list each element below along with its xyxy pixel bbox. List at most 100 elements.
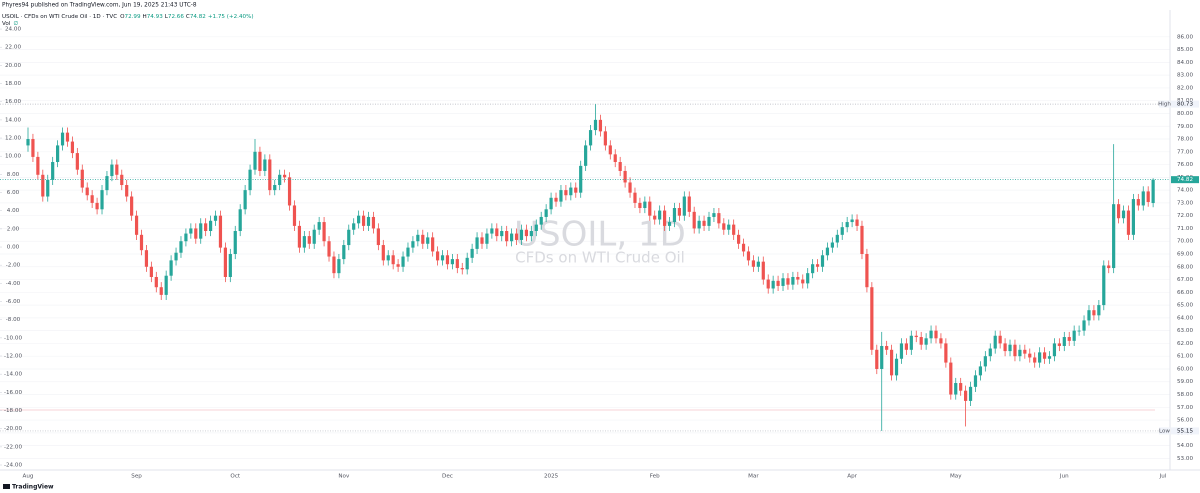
last-tag-box bbox=[1171, 176, 1199, 184]
candle-body bbox=[184, 233, 188, 242]
y2-tick-label: 24.00 bbox=[5, 27, 21, 33]
candle-body bbox=[85, 187, 89, 196]
high-tag-bg bbox=[1159, 100, 1170, 108]
candle-body bbox=[702, 220, 706, 226]
candle-body bbox=[534, 224, 538, 232]
candle-body bbox=[1042, 352, 1047, 359]
y-tick-label: 84.00 bbox=[1177, 60, 1193, 66]
y2-tick-label: -18.00 bbox=[4, 408, 22, 414]
candle-body bbox=[243, 190, 247, 210]
candle-body bbox=[218, 215, 223, 248]
candle-body bbox=[302, 236, 306, 248]
y-tick-label: 74.00 bbox=[1177, 188, 1193, 194]
y-tick-label: 53.00 bbox=[1177, 456, 1193, 462]
candle-body bbox=[732, 224, 736, 235]
candle-body bbox=[371, 216, 376, 229]
x-tick-label: Jun bbox=[1059, 474, 1069, 480]
y2-tick-label: -12.00 bbox=[4, 354, 22, 360]
candle-body bbox=[1092, 310, 1096, 316]
candle-body bbox=[505, 231, 509, 242]
candle-body bbox=[90, 195, 94, 203]
candle-body bbox=[450, 259, 454, 265]
x-tick-label: Apr bbox=[847, 474, 857, 480]
y-tick-label: 69.00 bbox=[1177, 251, 1193, 257]
candle-body bbox=[776, 280, 780, 286]
candle-body bbox=[75, 153, 79, 170]
y-tick-label: 66.00 bbox=[1177, 290, 1193, 296]
y2-tick-label: 6.00 bbox=[7, 190, 20, 196]
candle-body bbox=[154, 276, 158, 288]
candle-body bbox=[431, 237, 435, 252]
candle-body bbox=[771, 280, 775, 289]
candle-body bbox=[194, 228, 198, 239]
grid bbox=[0, 36, 1170, 459]
candle-body bbox=[588, 130, 593, 146]
legend: USOIL · CFDs on WTI Crude Oil · 1D · TVC… bbox=[2, 14, 254, 20]
y2-tick-label: 22.00 bbox=[5, 45, 21, 51]
candle-body bbox=[924, 338, 928, 345]
candle-body bbox=[268, 159, 272, 191]
candle-body bbox=[1067, 337, 1071, 341]
candle-body bbox=[440, 255, 445, 261]
candle-body bbox=[1116, 204, 1121, 219]
ohlc-label: H bbox=[143, 14, 147, 20]
candle-body bbox=[115, 164, 119, 175]
candle-body bbox=[174, 252, 178, 261]
publisher-note: Phyres94 published on TradingView.com, J… bbox=[2, 3, 197, 9]
candle-body bbox=[584, 145, 588, 166]
low-tag-box bbox=[1171, 427, 1199, 435]
candle-body bbox=[1033, 357, 1037, 363]
candle-body bbox=[559, 190, 563, 202]
y2-tick-label: -6.00 bbox=[6, 299, 21, 305]
candle-body bbox=[904, 343, 908, 350]
candle-body bbox=[139, 234, 144, 251]
candle-body bbox=[510, 233, 514, 242]
y2-tick-label: -24.00 bbox=[4, 463, 22, 469]
y2-tick-label: -8.00 bbox=[6, 317, 21, 323]
candle-body bbox=[939, 338, 943, 344]
ohlc-label: O bbox=[120, 14, 125, 20]
candle-body bbox=[366, 216, 371, 226]
candle-body bbox=[401, 256, 405, 267]
y-tick-label: 71.00 bbox=[1177, 226, 1193, 232]
candle-body bbox=[727, 224, 731, 230]
candle-body bbox=[297, 225, 302, 248]
candle-body bbox=[105, 176, 109, 191]
candle-body bbox=[687, 196, 691, 212]
candle-body bbox=[909, 335, 913, 350]
volume-legend: Vol ∅ bbox=[2, 21, 18, 27]
candle-body bbox=[357, 215, 361, 224]
candle-body bbox=[801, 279, 805, 284]
candle-body bbox=[1052, 343, 1057, 357]
candle-body bbox=[164, 275, 168, 295]
y2-tick-label: 16.00 bbox=[5, 99, 21, 105]
candle-body bbox=[741, 243, 746, 252]
candle-body bbox=[381, 245, 385, 261]
volume-value: ∅ bbox=[13, 21, 18, 27]
x-tick-label: Mar bbox=[748, 474, 759, 480]
candle-body bbox=[179, 241, 183, 253]
x-tick-label: May bbox=[950, 474, 962, 480]
candle-body bbox=[830, 242, 834, 248]
candle-body bbox=[1003, 343, 1007, 352]
y-tick-label: 64.00 bbox=[1177, 315, 1193, 321]
footer-text: TradingView bbox=[12, 484, 54, 491]
y-tick-label: 85.00 bbox=[1177, 47, 1193, 53]
candle-body bbox=[278, 174, 282, 186]
candle-body bbox=[332, 256, 336, 274]
candle-body bbox=[475, 237, 479, 249]
candle-body bbox=[850, 219, 854, 223]
candle-body bbox=[820, 255, 825, 267]
candle-body bbox=[1062, 337, 1066, 346]
candle-body bbox=[253, 151, 257, 170]
candle-body bbox=[110, 164, 114, 177]
candle-body bbox=[761, 261, 765, 280]
candle-body bbox=[751, 260, 756, 267]
candle-body bbox=[737, 234, 741, 244]
candle-body bbox=[929, 330, 933, 339]
candle-body bbox=[579, 165, 583, 193]
candle-body bbox=[80, 169, 84, 188]
footer-logo: TradingView bbox=[3, 484, 54, 491]
ohlc-label: C bbox=[186, 14, 190, 20]
candle-body bbox=[880, 345, 884, 369]
